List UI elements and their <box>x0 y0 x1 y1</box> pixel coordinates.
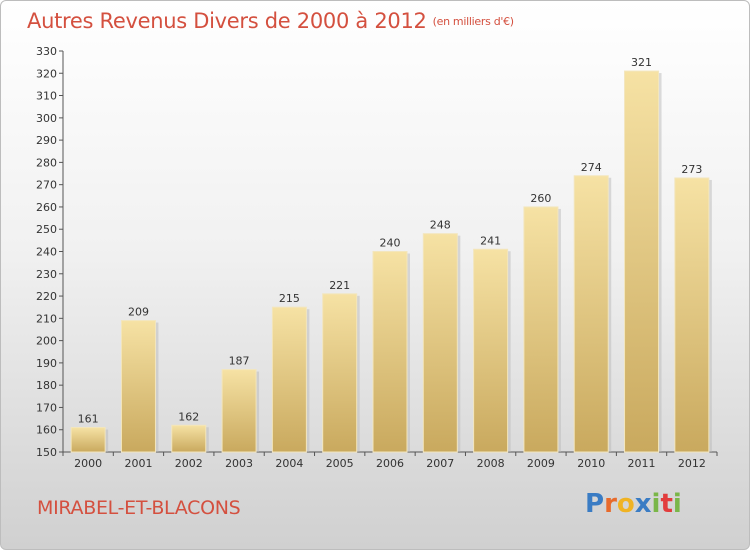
title-text: Autres Revenus Divers de 2000 à 2012 <box>27 9 427 33</box>
bar-2007 <box>422 233 458 453</box>
y-tick-label: 210 <box>36 312 57 325</box>
bar-2009 <box>523 206 559 453</box>
y-tick-label: 180 <box>36 379 57 392</box>
x-tick-label-2009: 2009 <box>527 457 555 470</box>
x-tick-label-2000: 2000 <box>74 457 102 470</box>
y-tick-label: 290 <box>36 134 57 147</box>
x-tick-label-2006: 2006 <box>376 457 404 470</box>
logo-letter: t <box>660 489 673 519</box>
chart-title: Autres Revenus Divers de 2000 à 2012 (en … <box>27 9 514 33</box>
y-tick-label: 230 <box>36 268 57 281</box>
y-tick-label: 160 <box>36 424 57 437</box>
labels-group: 161 209 162 187 215 221 240 248 241 260 274 321 273 <box>78 56 703 425</box>
logo-letter: i <box>672 489 682 519</box>
value-label-2003: 187 <box>229 355 250 368</box>
x-tick-label-2003: 2003 <box>225 457 253 470</box>
y-tick-label: 190 <box>36 357 57 370</box>
y-tick-label: 310 <box>36 90 57 103</box>
value-label-2011: 321 <box>631 56 652 69</box>
y-tick-label: 220 <box>36 290 57 303</box>
bar-2010 <box>573 175 609 453</box>
x-tick-label-2011: 2011 <box>628 457 656 470</box>
y-tick-label: 150 <box>36 446 57 459</box>
bar-2006 <box>372 251 408 453</box>
value-label-2000: 161 <box>78 412 99 425</box>
y-tick-label: 280 <box>36 156 57 169</box>
x-tick-label-2008: 2008 <box>477 457 505 470</box>
bar-2011 <box>624 70 660 453</box>
y-tick-label: 270 <box>36 179 57 192</box>
y-tick-label: 170 <box>36 401 57 414</box>
bar-2012 <box>674 177 710 453</box>
value-label-2005: 221 <box>329 279 350 292</box>
unit-note: (en milliers d'€) <box>432 15 514 28</box>
bar-2002 <box>171 424 207 453</box>
axes: 150 160 170 180 190 200 210 220 230 240 250 260 270 2… <box>36 45 718 470</box>
x-tick-label-2007: 2007 <box>426 457 454 470</box>
proxiti-logo: Proxiti <box>585 489 682 519</box>
bar-2008 <box>473 248 509 453</box>
x-tick-label-2001: 2001 <box>124 457 152 470</box>
x-tick-label-2004: 2004 <box>275 457 303 470</box>
y-tick-label: 260 <box>36 201 57 214</box>
logo-letter: o <box>616 489 635 519</box>
x-tick-label-2010: 2010 <box>577 457 605 470</box>
x-tick-label-2012: 2012 <box>678 457 706 470</box>
logo-letter: i <box>651 489 661 519</box>
y-tick-label: 320 <box>36 67 57 80</box>
y-tick-label: 250 <box>36 223 57 236</box>
value-label-2002: 162 <box>178 410 199 423</box>
logo-letter: x <box>634 489 652 519</box>
logo-letter: r <box>604 489 617 519</box>
bar-2003 <box>221 369 257 453</box>
value-label-2008: 241 <box>480 234 501 247</box>
bar-2005 <box>322 293 358 453</box>
bar-2004 <box>271 306 307 453</box>
y-tick-label: 300 <box>36 112 57 125</box>
value-label-2004: 215 <box>279 292 300 305</box>
logo-letter: P <box>585 489 605 519</box>
y-tick-label: 200 <box>36 335 57 348</box>
bars-group <box>70 70 712 453</box>
value-label-2009: 260 <box>530 192 551 205</box>
bar-2000 <box>70 426 106 453</box>
y-tick-label: 330 <box>36 45 57 58</box>
x-tick-label-2002: 2002 <box>175 457 203 470</box>
value-label-2001: 209 <box>128 306 149 319</box>
x-tick-label-2005: 2005 <box>326 457 354 470</box>
y-tick-label: 240 <box>36 246 57 259</box>
value-label-2012: 273 <box>681 163 702 176</box>
commune-name: MIRABEL-ET-BLACONS <box>37 497 241 519</box>
value-label-2010: 274 <box>581 161 602 174</box>
bar-2001 <box>120 320 156 453</box>
value-label-2006: 240 <box>380 237 401 250</box>
value-label-2007: 248 <box>430 219 451 232</box>
